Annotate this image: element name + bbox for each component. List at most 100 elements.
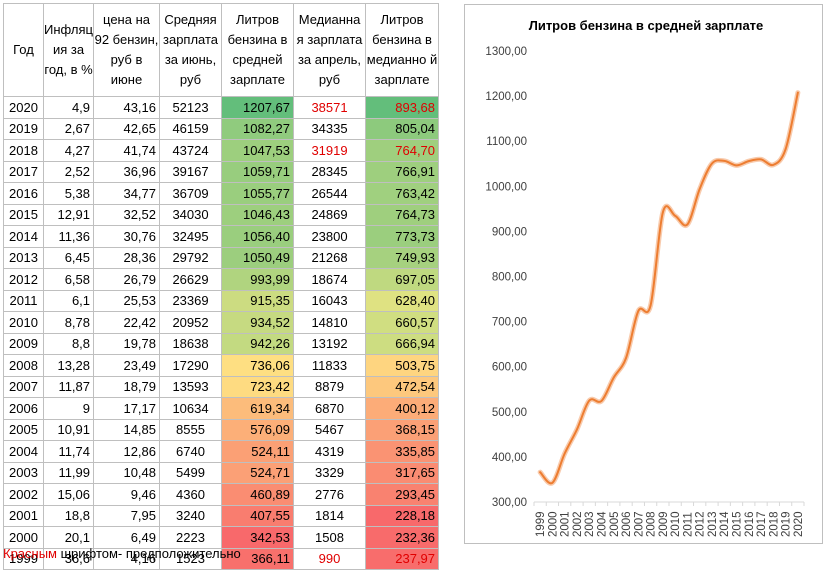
- cell-liters-median: 764,73: [365, 203, 440, 226]
- cell-median-salary: 1814: [293, 504, 367, 527]
- y-tick-label: 900,00: [492, 226, 527, 238]
- cell-inflation: 10,91: [42, 418, 95, 441]
- table-row: 2018 4,27 41,74 43724 1047,53 31919 764,70: [3, 139, 440, 162]
- cell-price: 12,86: [93, 440, 161, 463]
- table-row: 2004 11,74 12,86 6740 524,11 4319 335,85: [3, 440, 440, 463]
- cell-liters-avg: 407,55: [221, 504, 295, 527]
- cell-inflation: 4,27: [42, 139, 95, 162]
- y-tick-label: 1000,00: [485, 181, 527, 193]
- data-point: [600, 400, 603, 402]
- line-chart: Литров бензина в средней зарплате 300,00…: [464, 4, 823, 544]
- x-tick-label: 2004: [597, 511, 609, 537]
- cell-liters-median: 237,97: [365, 547, 440, 570]
- cell-liters-median: 749,93: [365, 246, 440, 269]
- table-row: 2001 18,8 7,95 3240 407,55 1814 228,18: [3, 504, 440, 527]
- cell-liters-median: 400,12: [365, 397, 440, 420]
- cell-price: 43,16: [93, 96, 161, 119]
- x-tick-label: 2001: [560, 511, 572, 537]
- cell-liters-median: 697,05: [365, 268, 440, 291]
- cell-inflation: 11,87: [42, 375, 95, 398]
- cell-median-salary: 34335: [293, 117, 367, 140]
- data-point: [576, 428, 578, 431]
- series-line: [539, 91, 799, 485]
- cell-year: 2020: [3, 96, 44, 119]
- data-point: [563, 452, 566, 455]
- cell-median-salary: 21268: [293, 246, 367, 269]
- cell-year: 2014: [3, 225, 44, 248]
- cell-liters-avg: 1082,27: [221, 117, 295, 140]
- data-point: [747, 160, 750, 162]
- cell-inflation: 11,36: [42, 225, 95, 248]
- cell-avg-salary: 23369: [159, 289, 223, 312]
- cell-price: 41,74: [93, 139, 161, 162]
- cell-price: 42,65: [93, 117, 161, 140]
- cell-inflation: 11,99: [42, 461, 95, 484]
- table-row: 2010 8,78 22,42 20952 934,52 14810 660,57: [3, 311, 440, 334]
- cell-avg-salary: 39167: [159, 160, 223, 183]
- cell-inflation: 13,28: [42, 354, 95, 377]
- cell-median-salary: 13192: [293, 332, 367, 355]
- cell-year: 2013: [3, 246, 44, 269]
- y-tick-label: 600,00: [492, 362, 527, 374]
- cell-liters-avg: 723,42: [221, 375, 295, 398]
- cell-price: 17,17: [93, 397, 161, 420]
- cell-median-salary: 990: [293, 547, 367, 570]
- cell-year: 2004: [3, 440, 44, 463]
- table-row: 2014 11,36 30,76 32495 1056,40 23800 773,73: [3, 225, 440, 248]
- cell-median-salary: 14810: [293, 311, 367, 334]
- column-header: цена на 92 бензин, руб в июне: [93, 3, 161, 97]
- cell-price: 36,96: [93, 160, 161, 183]
- cell-inflation: 18,8: [42, 504, 95, 527]
- cell-liters-median: 472,54: [365, 375, 440, 398]
- data-table: Год Инфляц ия за год, в % цена на 92 бензи…: [3, 3, 440, 570]
- cell-avg-salary: 52123: [159, 96, 223, 119]
- cell-liters-avg: 1059,71: [221, 160, 295, 183]
- y-tick-label: 1200,00: [485, 91, 527, 103]
- cell-median-salary: 1508: [293, 526, 367, 549]
- cell-avg-salary: 8555: [159, 418, 223, 441]
- x-tick-label: 2013: [707, 511, 719, 537]
- cell-liters-median: 228,18: [365, 504, 440, 527]
- cell-liters-avg: 619,34: [221, 397, 295, 420]
- column-header: Литров бензина в средней зарплате: [221, 3, 295, 97]
- cell-year: 2012: [3, 268, 44, 291]
- cell-price: 6,49: [93, 526, 161, 549]
- column-header: Медианна я зарплата за апрель, руб: [293, 3, 367, 97]
- x-tick-label: 2014: [719, 511, 731, 537]
- cell-liters-avg: 934,52: [221, 311, 295, 334]
- x-tick-label: 2008: [646, 511, 658, 537]
- cell-year: 2019: [3, 117, 44, 140]
- cell-inflation: 6,45: [42, 246, 95, 269]
- cell-price: 26,79: [93, 268, 161, 291]
- cell-liters-avg: 736,06: [221, 354, 295, 377]
- cell-liters-median: 773,73: [365, 225, 440, 248]
- table-row: 2007 11,87 18,79 13593 723,42 8879 472,54: [3, 375, 440, 398]
- cell-price: 32,52: [93, 203, 161, 226]
- y-tick-label: 300,00: [492, 497, 527, 509]
- x-tick-label: 2007: [633, 511, 645, 537]
- table-row: 2019 2,67 42,65 46159 1082,27 34335 805,04: [3, 117, 440, 140]
- header-row: Год Инфляц ия за год, в % цена на 92 бензи…: [3, 3, 440, 97]
- cell-year: 2017: [3, 160, 44, 183]
- cell-year: 2001: [3, 504, 44, 527]
- y-tick-label: 400,00: [492, 452, 527, 464]
- cell-median-salary: 6870: [293, 397, 367, 420]
- cell-price: 10,48: [93, 461, 161, 484]
- cell-price: 9,46: [93, 483, 161, 506]
- cell-median-salary: 38571: [293, 96, 367, 119]
- cell-liters-avg: 993,99: [221, 268, 295, 291]
- cell-inflation: 5,38: [42, 182, 95, 205]
- data-point: [649, 304, 652, 307]
- cell-avg-salary: 29792: [159, 246, 223, 269]
- column-header: Средняя зарплата за июнь, руб: [159, 3, 223, 97]
- cell-liters-median: 660,57: [365, 311, 440, 334]
- cell-year: 2008: [3, 354, 44, 377]
- cell-avg-salary: 5499: [159, 461, 223, 484]
- x-tick-label: 2011: [682, 512, 694, 537]
- cell-liters-median: 805,04: [365, 117, 440, 140]
- cell-year: 2016: [3, 182, 44, 205]
- table-row: 2016 5,38 34,77 36709 1055,77 26544 763,42: [3, 182, 440, 205]
- table-row: 2013 6,45 28,36 29792 1050,49 21268 749,93: [3, 246, 440, 269]
- cell-avg-salary: 4360: [159, 483, 223, 506]
- cell-liters-avg: 342,53: [221, 526, 295, 549]
